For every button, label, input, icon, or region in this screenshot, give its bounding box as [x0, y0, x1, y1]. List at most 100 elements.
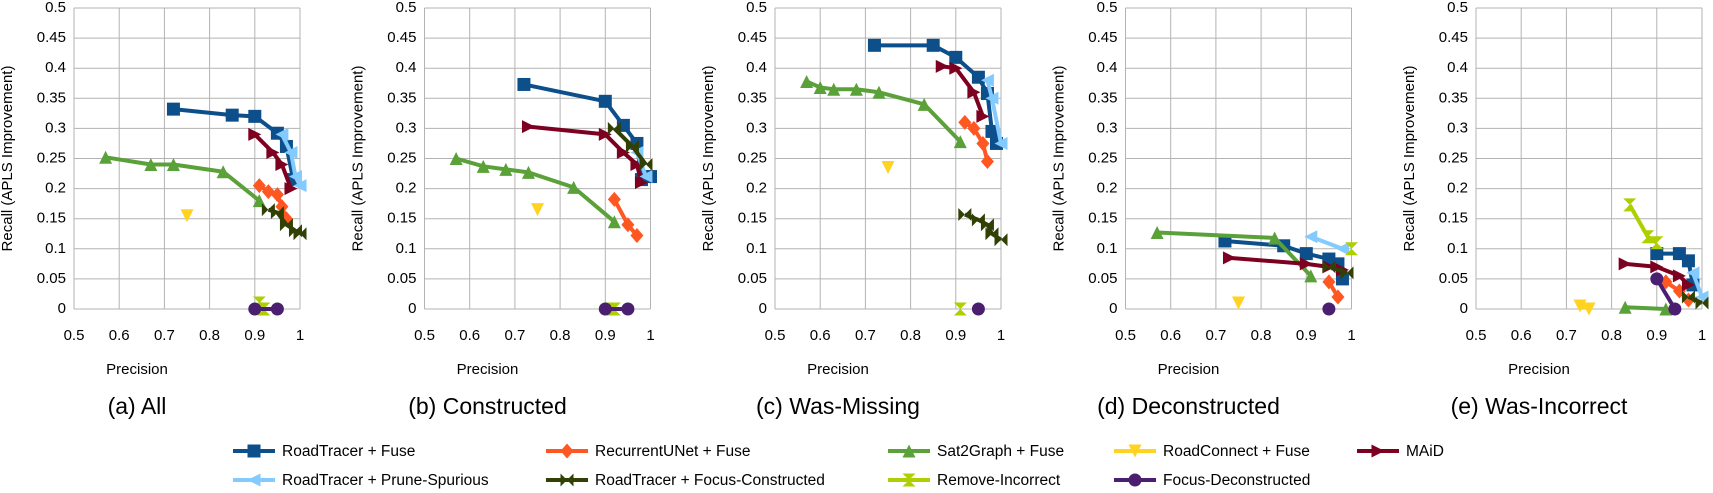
panel-title: (a) All — [108, 393, 167, 419]
x-tick-label: 0.5 — [414, 327, 435, 344]
x-axis-label: Precision — [1158, 361, 1220, 378]
y-tick-label: 0.4 — [746, 59, 767, 76]
x-axis-label: Precision — [1508, 361, 1570, 378]
point — [607, 191, 621, 207]
series-line — [280, 133, 302, 187]
y-tick-label: 0.35 — [387, 89, 416, 106]
x-tick-label: 0.6 — [810, 327, 831, 344]
y-tick-label: 0.45 — [1439, 29, 1468, 46]
point — [872, 85, 886, 99]
point — [1668, 302, 1682, 316]
point — [1232, 296, 1245, 310]
point — [521, 120, 535, 134]
y-axis-label: Recall (APLS Improvement) — [349, 66, 366, 252]
point — [248, 302, 262, 316]
point — [985, 124, 999, 138]
point — [1650, 236, 1664, 250]
point — [1299, 247, 1313, 261]
point — [1150, 226, 1164, 240]
y-tick-label: 0.3 — [45, 119, 66, 136]
panel-title: (b) Constructed — [408, 393, 567, 419]
y-tick-label: 0 — [408, 300, 416, 317]
x-tick-label: 1 — [296, 327, 304, 344]
series-line — [455, 156, 616, 224]
legend-marker — [247, 444, 261, 458]
point — [980, 154, 994, 170]
x-tick-label: 0.9 — [1296, 327, 1317, 344]
x-tick-label: 0.8 — [1251, 327, 1272, 344]
y-tick-label: 0.5 — [746, 0, 767, 16]
y-tick-label: 0.35 — [738, 89, 767, 106]
point — [630, 158, 644, 172]
point — [1681, 278, 1695, 292]
y-tick-label: 0.2 — [45, 180, 66, 197]
point — [288, 170, 302, 184]
y-tick-label: 0.45 — [1088, 29, 1117, 46]
point — [639, 158, 653, 172]
point — [1672, 269, 1686, 283]
point — [1681, 254, 1695, 268]
point — [144, 158, 158, 172]
point — [180, 209, 194, 223]
legend-label: RoadTracer + Fuse — [282, 443, 415, 460]
point — [967, 85, 981, 99]
series-line — [253, 133, 293, 190]
point — [958, 207, 972, 221]
point — [813, 80, 827, 94]
x-axis-label: Precision — [807, 361, 869, 378]
y-tick-label: 0.2 — [396, 180, 417, 197]
point — [293, 179, 307, 193]
x-tick-label: 0.8 — [1601, 327, 1622, 344]
point — [531, 203, 544, 217]
y-tick-label: 0.15 — [1439, 210, 1468, 227]
y-tick-label: 0.4 — [396, 59, 417, 76]
point — [1659, 302, 1673, 316]
y-axis-label: Recall (APLS Improvement) — [1401, 66, 1418, 252]
y-tick-label: 0.4 — [1097, 59, 1118, 76]
series-line — [1691, 272, 1704, 298]
point — [1340, 266, 1354, 280]
series-line — [941, 64, 985, 118]
point — [953, 135, 967, 149]
point — [270, 302, 284, 316]
y-tick-label: 0.3 — [746, 119, 767, 136]
point — [917, 97, 931, 111]
x-tick-label: 0.9 — [1646, 327, 1667, 344]
y-tick-label: 0.05 — [37, 270, 66, 287]
point — [1335, 242, 1349, 256]
legend-marker — [902, 444, 916, 458]
point — [1299, 257, 1313, 271]
point — [499, 162, 513, 176]
point — [976, 109, 990, 123]
point — [1345, 242, 1358, 256]
y-axis-label: Recall (APLS Improvement) — [0, 66, 16, 252]
point — [976, 135, 990, 151]
y-tick-label: 0.1 — [396, 240, 417, 257]
legend-marker — [1128, 473, 1142, 487]
y-tick-label: 0.3 — [1447, 119, 1468, 136]
point — [1681, 290, 1695, 304]
x-tick-label: 0.6 — [1160, 327, 1181, 344]
point — [270, 206, 284, 220]
panel: 0 0.05 0.1 0.15 0.2 0.25 0.3 0.35 0.4 0.45 0.5 0.5 0… — [1050, 0, 1358, 419]
panel: 0 0.05 0.1 0.15 0.2 0.25 0.3 0.35 0.4 0.45 0.5 0.5 0… — [700, 0, 1008, 419]
y-tick-label: 0.35 — [1439, 89, 1468, 106]
panel-title: (c) Was-Missing — [756, 393, 920, 419]
point — [616, 145, 630, 159]
panel-title: (e) Was-Incorrect — [1451, 393, 1628, 419]
y-tick-label: 0.1 — [1447, 240, 1468, 257]
point — [266, 145, 280, 159]
y-tick-label: 0.25 — [387, 149, 416, 166]
x-axis-label: Precision — [457, 361, 519, 378]
y-tick-label: 0.25 — [1088, 149, 1117, 166]
point — [621, 302, 635, 316]
panel-title: (d) Deconstructed — [1097, 393, 1280, 419]
panel: 0 0.05 0.1 0.15 0.2 0.25 0.3 0.35 0.4 0.45 0.5 0.5 0… — [349, 0, 657, 419]
y-tick-label: 0.15 — [1088, 210, 1117, 227]
legend-marker — [1371, 444, 1385, 458]
y-tick-label: 0.05 — [1439, 270, 1468, 287]
point — [1331, 289, 1345, 305]
point — [1695, 296, 1709, 310]
point — [967, 120, 981, 136]
